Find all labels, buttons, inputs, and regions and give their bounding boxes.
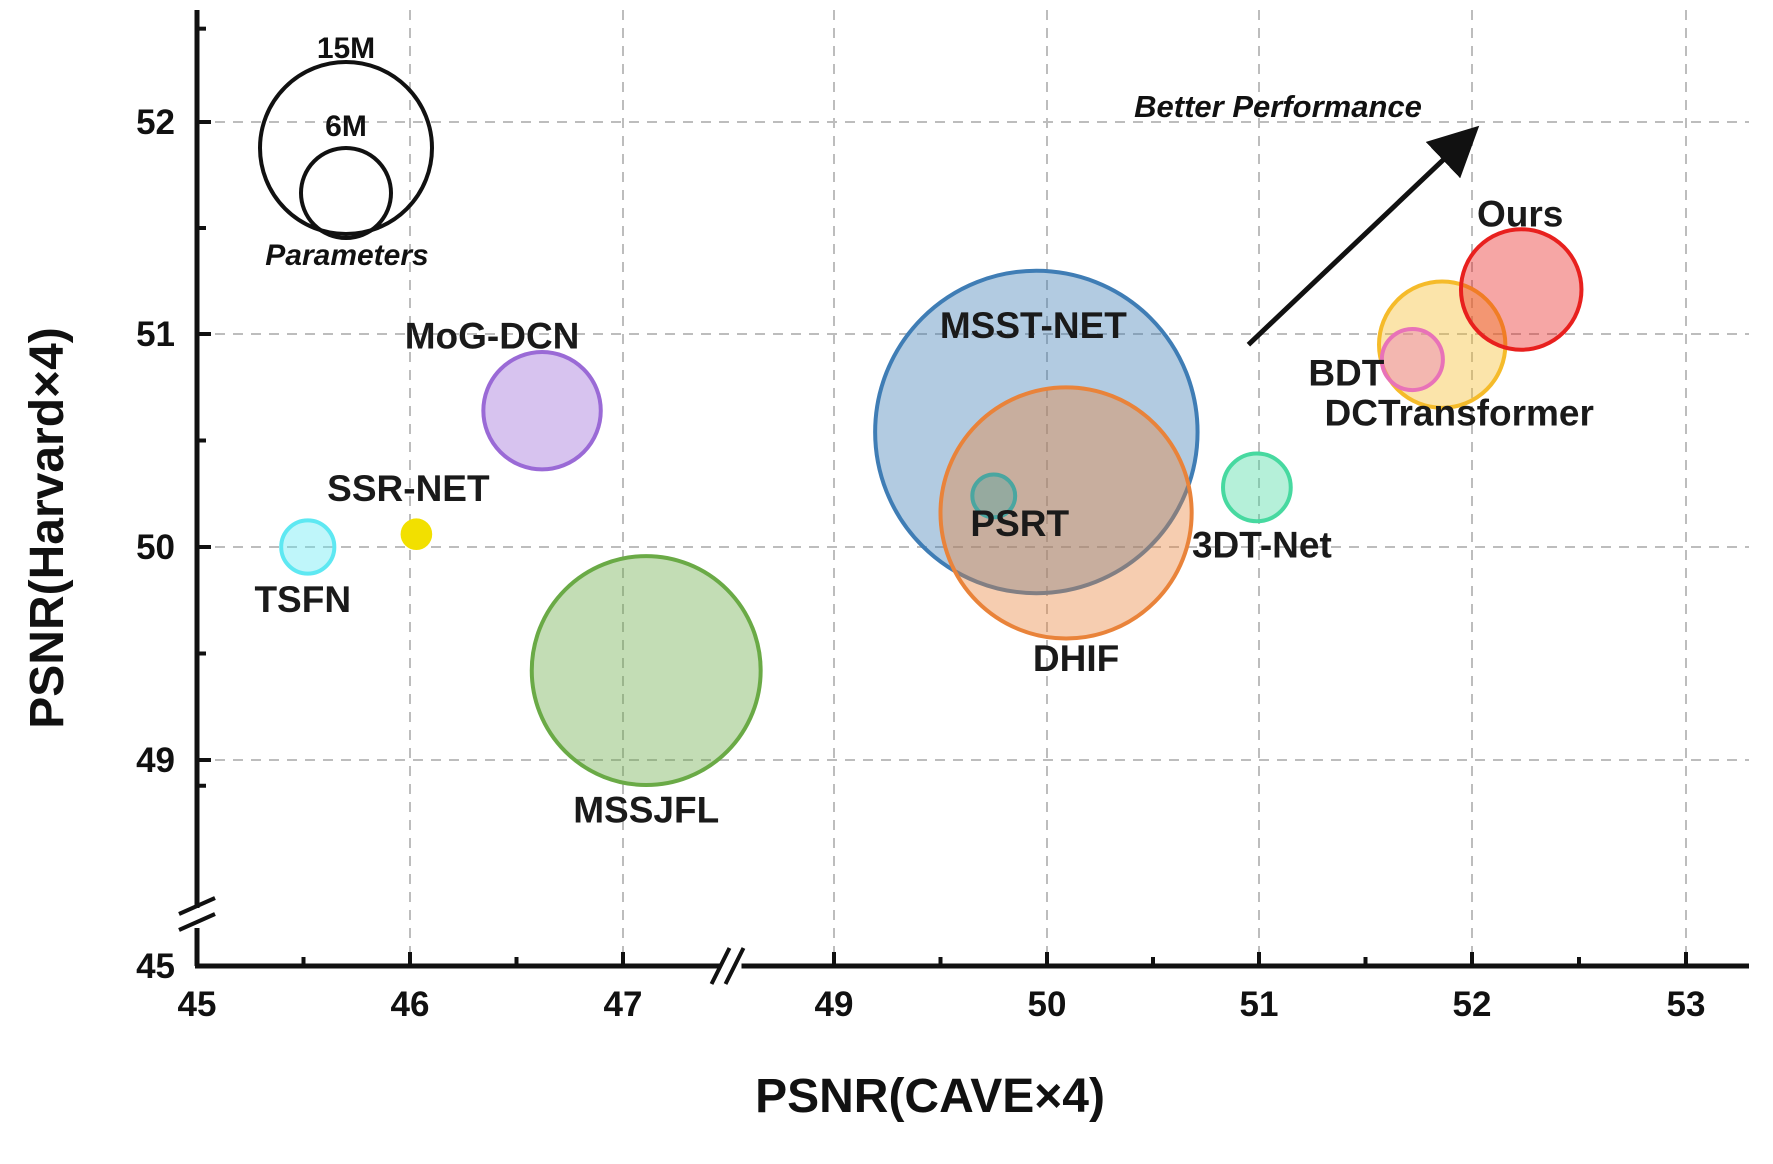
legend-label-15M: 15M <box>317 32 375 65</box>
y-tick-label: 51 <box>136 315 175 354</box>
x-axis-break-mark <box>723 947 746 985</box>
label-msst-net: MSST-NET <box>940 305 1127 346</box>
axes <box>178 10 1749 985</box>
bubble-bdt <box>1379 327 1445 393</box>
bubble-dctransformer <box>1377 279 1508 410</box>
label-3dt-net: 3DT-Net <box>1192 524 1332 565</box>
bubble-msst-net <box>873 268 1200 596</box>
bubbles <box>279 227 1584 787</box>
x-tick-label: 45 <box>178 985 217 1024</box>
label-bdt: BDT <box>1308 353 1384 394</box>
label-tsfn: TSFN <box>254 579 351 620</box>
bubble-tsfn <box>279 518 337 576</box>
label-ssr-net: SSR-NET <box>327 468 490 509</box>
x-tick-label: 52 <box>1453 985 1492 1024</box>
better-performance-arrow <box>1246 125 1480 347</box>
legend-circle-6M <box>299 146 393 240</box>
bubble-ours <box>1458 227 1584 352</box>
grid-lines <box>197 10 1749 966</box>
y-axis-break-mark <box>178 912 216 932</box>
bubble-psrt <box>970 472 1018 520</box>
label-mssjfl: MSSJFL <box>573 790 719 831</box>
bubble-mog-dcn <box>481 349 603 472</box>
x-tick-label: 47 <box>604 985 643 1024</box>
size-legend: 15M 6M Parameters <box>258 32 434 272</box>
legend-circle-15M <box>258 60 434 236</box>
y-tick-label: 52 <box>136 103 175 142</box>
legend-title: Parameters <box>265 239 428 272</box>
y-axis-title: PSNR(Harvard×4) <box>21 327 74 728</box>
x-tick-label: 49 <box>815 985 854 1024</box>
legend-label-6M: 6M <box>325 110 367 143</box>
bubble-dhif <box>938 385 1194 641</box>
y-axis-break-mark <box>178 896 216 916</box>
x-tick-label: 50 <box>1028 985 1067 1024</box>
bubble-ssr-net <box>400 518 433 551</box>
better-performance-annotation: Better Performance <box>1134 89 1480 347</box>
x-tick-label: 51 <box>1240 985 1279 1024</box>
label-mog-dcn: MoG-DCN <box>405 316 580 357</box>
x-tick-label: 46 <box>391 985 430 1024</box>
bubble-labels: TSFN SSR-NET MoG-DCN MSSJFL MSST-NET DHIF PSRT… <box>254 193 1593 830</box>
label-dctransformer: DCTransformer <box>1325 393 1594 434</box>
label-ours: Ours <box>1477 193 1563 234</box>
tick-labels: 45 46 47 49 50 51 52 53 45 49 50 51 52 <box>136 103 1705 1024</box>
x-axis-break-mark <box>709 947 732 985</box>
y-tick-label: 45 <box>136 947 175 986</box>
y-tick-label: 50 <box>136 528 175 567</box>
better-performance-label: Better Performance <box>1134 89 1422 124</box>
y-tick-label: 49 <box>136 741 175 780</box>
bubble-3dt-net <box>1221 451 1293 524</box>
bubble-mssjfl <box>529 554 763 787</box>
x-tick-label: 53 <box>1667 985 1706 1024</box>
x-axis-title: PSNR(CAVE×4) <box>755 1070 1105 1123</box>
label-psrt: PSRT <box>970 503 1069 544</box>
label-dhif: DHIF <box>1033 638 1119 679</box>
